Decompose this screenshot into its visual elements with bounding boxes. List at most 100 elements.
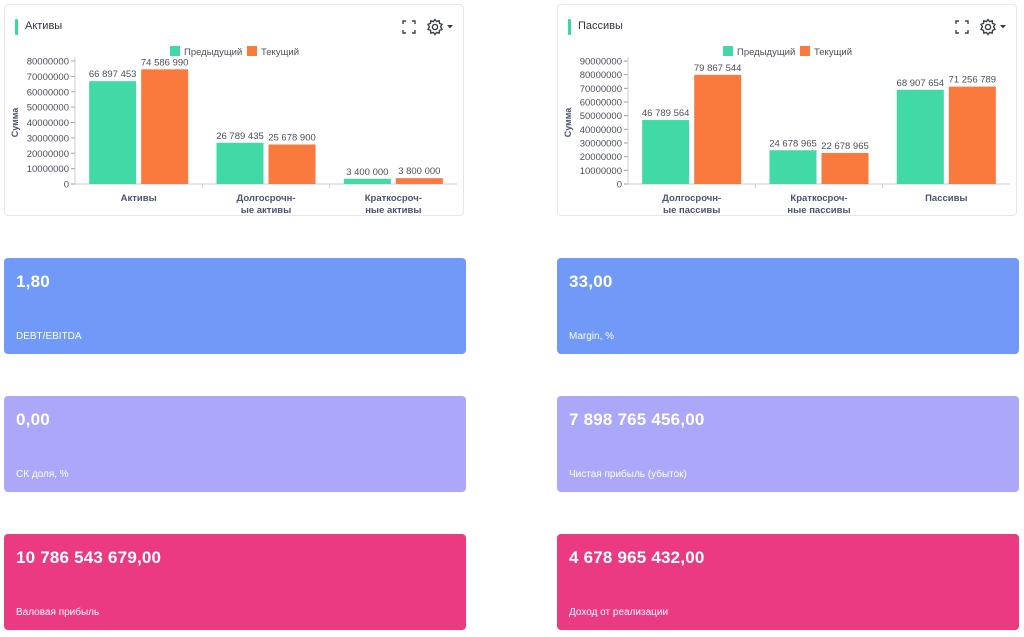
- liabilities-chart-panel: Пассивы Предыдущий Текущий Сумма 0 10000000 2…: [557, 4, 1017, 216]
- bar[interactable]: [642, 120, 690, 184]
- bar-value-label: 22 678 965: [821, 141, 869, 152]
- settings-button[interactable]: [979, 18, 1009, 36]
- legend-item[interactable]: Текущий: [800, 46, 852, 58]
- panel-title: Активы: [25, 20, 63, 32]
- kpi-value: 33,00: [569, 272, 613, 291]
- kpi-value: 7 898 765 456,00: [569, 410, 705, 429]
- x-category-label: ые активы: [241, 205, 292, 216]
- bar-value-label: 68 907 654: [897, 78, 945, 89]
- legend-swatch: [170, 46, 180, 56]
- legend-item[interactable]: Предыдущий: [723, 46, 795, 58]
- y-tick-label: 0: [617, 180, 622, 191]
- x-category-label: ные активы: [365, 205, 421, 216]
- y-tick-label: 60000000: [580, 98, 622, 109]
- bar[interactable]: [821, 153, 869, 184]
- kpi-card-margin: 33,00 Margin, %: [557, 258, 1019, 354]
- bar[interactable]: [694, 74, 742, 184]
- y-tick-label: 40000000: [580, 125, 622, 136]
- kpi-label: DEBT/EBITDA: [16, 331, 82, 342]
- y-axis-label: Сумма: [10, 107, 20, 138]
- kpi-label: Валовая прибыль: [16, 607, 100, 618]
- x-category-label: ые пассивы: [663, 205, 720, 216]
- panel-header: Пассивы: [558, 5, 1016, 47]
- legend-swatch: [247, 46, 257, 56]
- bar[interactable]: [896, 89, 944, 184]
- bar-value-label: 66 897 453: [89, 69, 137, 80]
- kpi-value: 10 786 543 679,00: [16, 548, 162, 567]
- legend-label: Предыдущий: [184, 47, 242, 58]
- assets-bar-chart: Предыдущий Текущий Сумма 0 10000000 20000000 3…: [10, 46, 457, 216]
- y-tick-label: 70000000: [580, 84, 622, 95]
- y-tick-label: 10000000: [27, 164, 69, 175]
- bar[interactable]: [89, 81, 137, 184]
- bar-value-label: 74 586 990: [141, 57, 189, 68]
- kpi-card-net-profit: 7 898 765 456,00 Чистая прибыль (убыток): [557, 396, 1019, 492]
- bar-value-label: 71 256 789: [949, 75, 997, 86]
- kpi-value: 0,00: [16, 410, 50, 429]
- y-tick-label: 80000000: [27, 57, 69, 68]
- bar[interactable]: [948, 86, 996, 184]
- bar[interactable]: [141, 69, 189, 184]
- kpi-label: Доход от реализации: [569, 607, 669, 618]
- bar-value-label: 25 678 900: [268, 133, 316, 144]
- legend-item[interactable]: Текущий: [247, 46, 299, 58]
- bar[interactable]: [395, 178, 443, 184]
- bar[interactable]: [343, 178, 391, 184]
- y-tick-label: 30000000: [27, 133, 69, 144]
- legend-label: Предыдущий: [737, 47, 795, 58]
- x-category-label: Краткосроч-: [790, 193, 847, 204]
- kpi-card-sales-revenue: 4 678 965 432,00 Доход от реализации: [557, 534, 1019, 630]
- bar-value-label: 3 400 000: [346, 167, 388, 178]
- kpi-label: Margin, %: [569, 331, 615, 342]
- y-tick-label: 20000000: [580, 152, 622, 163]
- x-category-label: Долгосрочн-: [662, 193, 721, 204]
- legend-swatch: [800, 46, 810, 56]
- liabilities-bar-chart: Предыдущий Текущий Сумма 0 10000000 20000000 3…: [563, 46, 1010, 216]
- panel-header: Активы: [5, 5, 463, 47]
- legend-label: Текущий: [814, 47, 852, 58]
- kpi-value: 1,80: [16, 272, 50, 291]
- x-category-label: Краткосроч-: [365, 193, 422, 204]
- kpi-card-debt-ebitda: 1,80 DEBT/EBITDA: [4, 258, 466, 354]
- y-tick-label: 0: [64, 180, 69, 191]
- y-tick-label: 70000000: [27, 72, 69, 83]
- panel-title: Пассивы: [578, 20, 623, 32]
- y-tick-label: 80000000: [580, 70, 622, 81]
- bar-value-label: 46 789 564: [642, 108, 690, 119]
- x-category-label: Долгосрочн-: [236, 193, 295, 204]
- gear-icon: [979, 18, 1006, 36]
- kpi-label: Чистая прибыль (убыток): [569, 469, 687, 480]
- y-tick-label: 20000000: [27, 149, 69, 160]
- bar-value-label: 26 789 435: [216, 131, 264, 142]
- y-tick-label: 50000000: [580, 111, 622, 122]
- gear-icon: [426, 18, 453, 36]
- bar[interactable]: [769, 150, 817, 184]
- bar-value-label: 24 678 965: [769, 138, 817, 149]
- expand-icon[interactable]: [401, 19, 417, 35]
- bar-value-label: 79 867 544: [694, 63, 742, 74]
- y-tick-label: 50000000: [27, 103, 69, 114]
- expand-icon[interactable]: [954, 19, 970, 35]
- x-category-label: Активы: [121, 193, 157, 204]
- title-accent-bar: [15, 19, 18, 35]
- kpi-label: СК доля, %: [16, 469, 69, 480]
- legend-label: Текущий: [261, 47, 299, 58]
- kpi-card-equity-share: 0,00 СК доля, %: [4, 396, 466, 492]
- bar-value-label: 3 800 000: [398, 166, 440, 177]
- legend-item[interactable]: Предыдущий: [170, 46, 242, 58]
- bar[interactable]: [268, 144, 316, 184]
- settings-button[interactable]: [426, 18, 456, 36]
- y-tick-label: 90000000: [580, 57, 622, 68]
- assets-chart-panel: Активы Предыдущий Текущий Сумма 0 10000000 20…: [4, 4, 464, 216]
- title-accent-bar: [568, 19, 571, 35]
- y-tick-label: 10000000: [580, 166, 622, 177]
- x-category-label: Пассивы: [925, 193, 967, 204]
- chart-legend[interactable]: Предыдущий Текущий: [170, 46, 299, 58]
- bar[interactable]: [216, 142, 264, 184]
- caret-down-icon: [447, 25, 453, 29]
- x-category-label: ные пассивы: [787, 205, 850, 216]
- y-axis-label: Сумма: [563, 107, 573, 138]
- chart-legend[interactable]: Предыдущий Текущий: [723, 46, 852, 58]
- kpi-card-gross-profit: 10 786 543 679,00 Валовая прибыль: [4, 534, 466, 630]
